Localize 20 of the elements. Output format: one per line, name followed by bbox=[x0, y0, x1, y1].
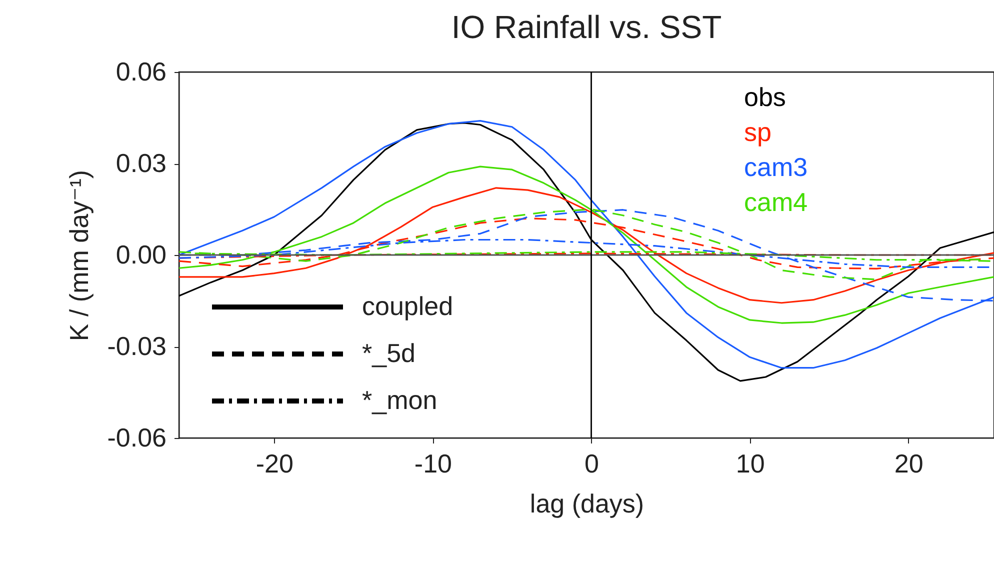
text: sp bbox=[744, 117, 772, 147]
y-tick-label: -0.06 bbox=[107, 422, 166, 452]
x-tick-label: -20 bbox=[256, 448, 294, 478]
text: cam4 bbox=[744, 187, 808, 217]
y-tick-label: 0.00 bbox=[116, 240, 166, 270]
x-tick-label: 0 bbox=[584, 448, 599, 478]
x-tick-label: -10 bbox=[414, 448, 452, 478]
y-axis-title: K / (mm day⁻¹) bbox=[64, 170, 94, 342]
x-tick-label: 10 bbox=[736, 448, 765, 478]
annotation: *_5d bbox=[362, 338, 416, 368]
text: obs bbox=[744, 82, 786, 112]
annotation: coupled bbox=[362, 291, 454, 321]
x-axis-title: lag (days) bbox=[530, 488, 644, 518]
y-tick-label: 0.06 bbox=[116, 56, 166, 86]
y-tick-label: 0.03 bbox=[116, 148, 166, 178]
annotation: *_mon bbox=[362, 385, 438, 415]
x-tick-label: 20 bbox=[894, 448, 924, 478]
text: cam3 bbox=[744, 152, 808, 182]
chart-title: IO Rainfall vs. SST bbox=[451, 9, 722, 45]
y-tick-label: -0.03 bbox=[107, 331, 166, 361]
